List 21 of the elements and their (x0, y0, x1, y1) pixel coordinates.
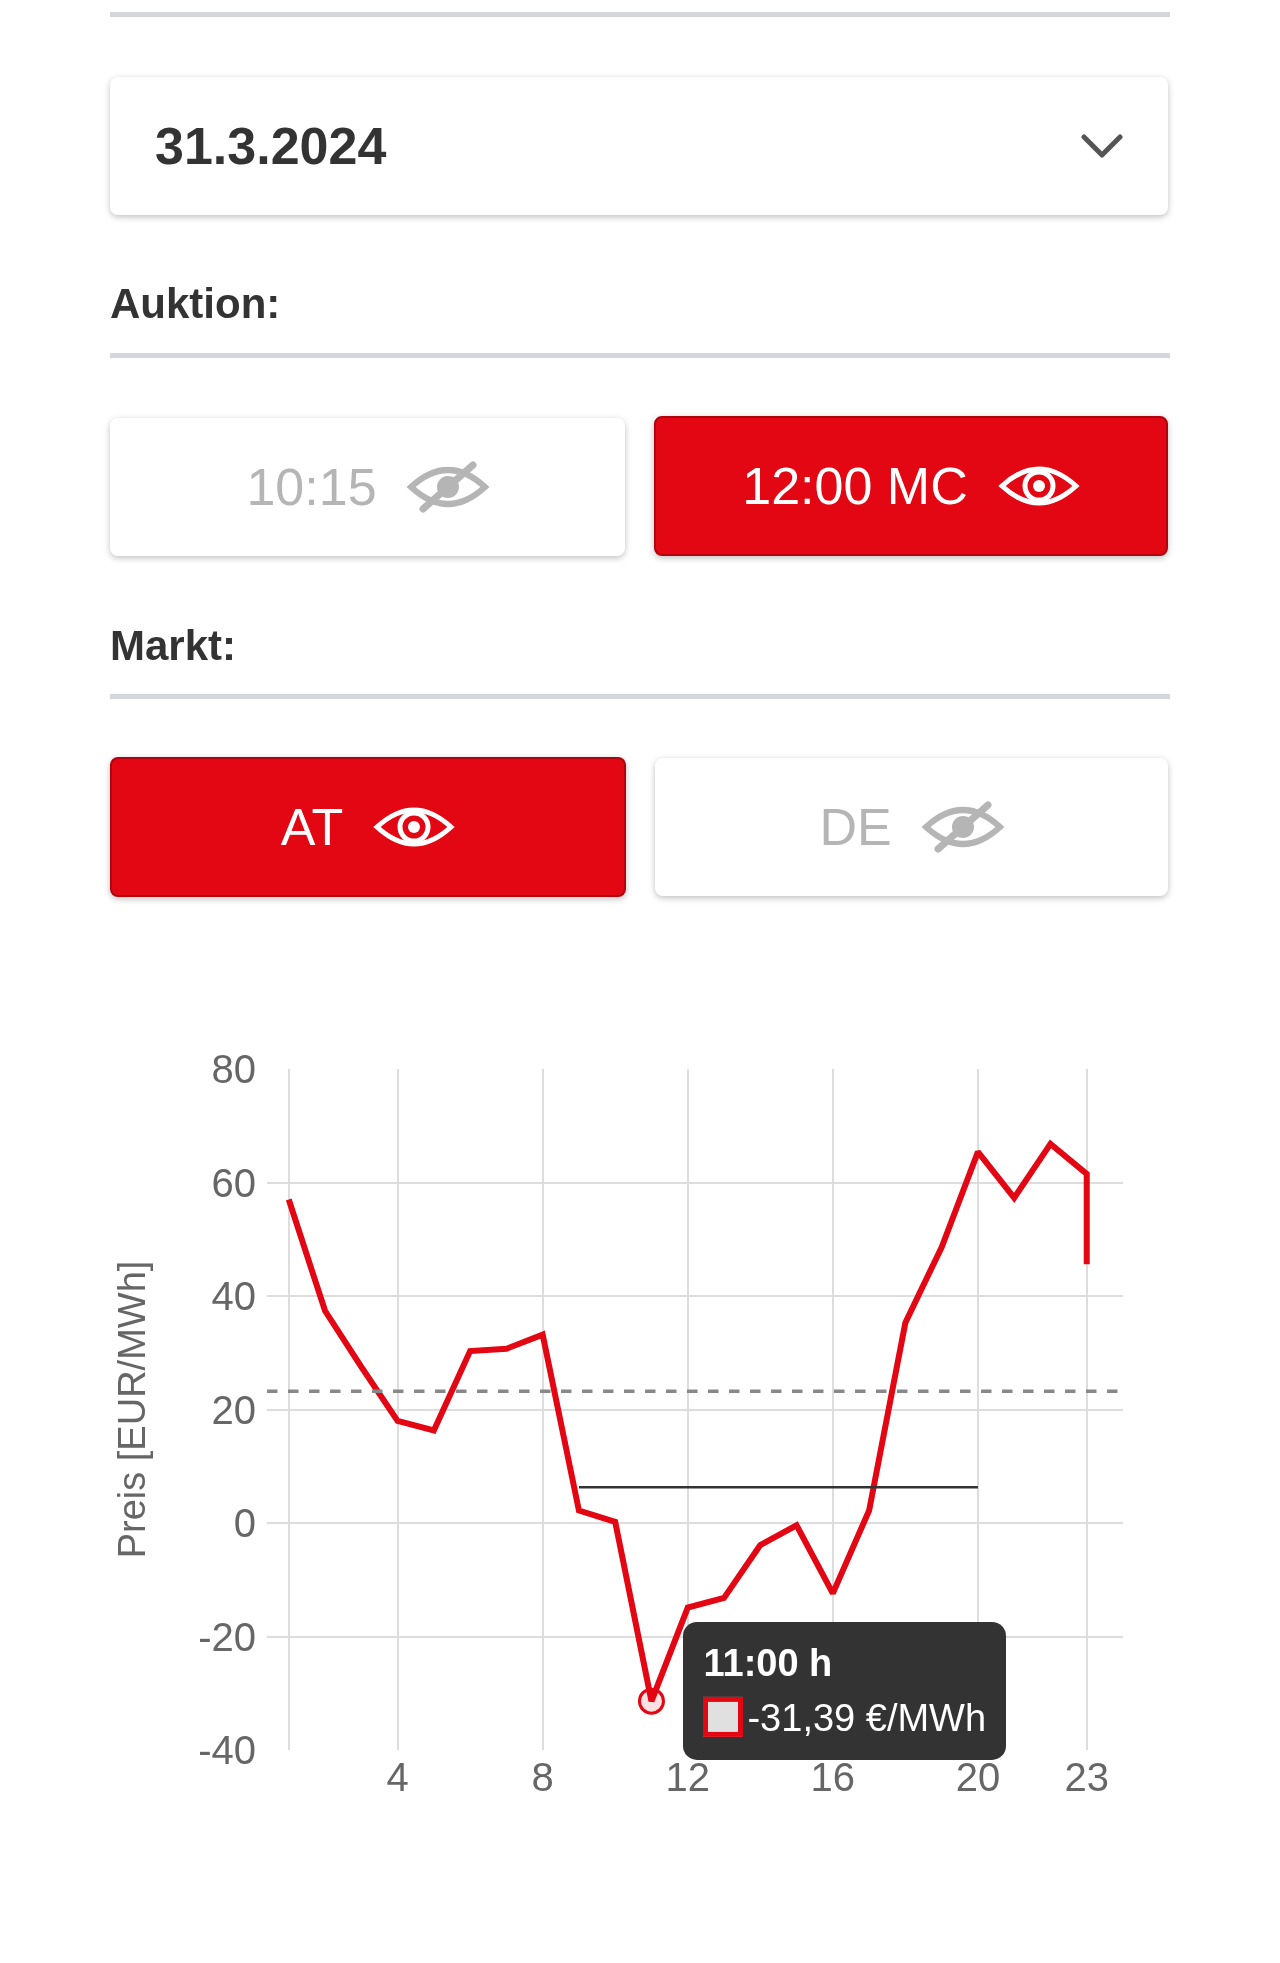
y-tick-label: 20 (211, 1387, 256, 1432)
text: AT (280, 797, 344, 857)
text: 12:00 MC (742, 456, 968, 516)
y-tick-label: 80 (211, 1047, 256, 1091)
y-tick-label: 0 (233, 1501, 256, 1545)
y-tick-label: -40 (198, 1728, 256, 1772)
x-tick-label: 23 (1064, 1755, 1109, 1799)
y-tick-label: 60 (211, 1160, 256, 1205)
text: Auktion: (110, 280, 281, 328)
x-tick-label: 4 (386, 1755, 409, 1799)
tooltip: 11:00 h -31,39 €/MWh (683, 1622, 1007, 1761)
x-tick-label: 8 (531, 1755, 554, 1799)
text: 31.3.2024 (155, 116, 387, 176)
text: Markt: (110, 622, 237, 670)
y-tick-label: 40 (211, 1274, 256, 1318)
text: DE (819, 797, 892, 857)
y-axis-title: Preis [EUR/MWh] (111, 1260, 154, 1559)
text: 10:15 (246, 457, 377, 517)
annotation: 11:00 h (703, 1641, 834, 1687)
annotation: -31,39 €/MWh (747, 1697, 987, 1740)
y-tick-label: -20 (198, 1614, 256, 1659)
